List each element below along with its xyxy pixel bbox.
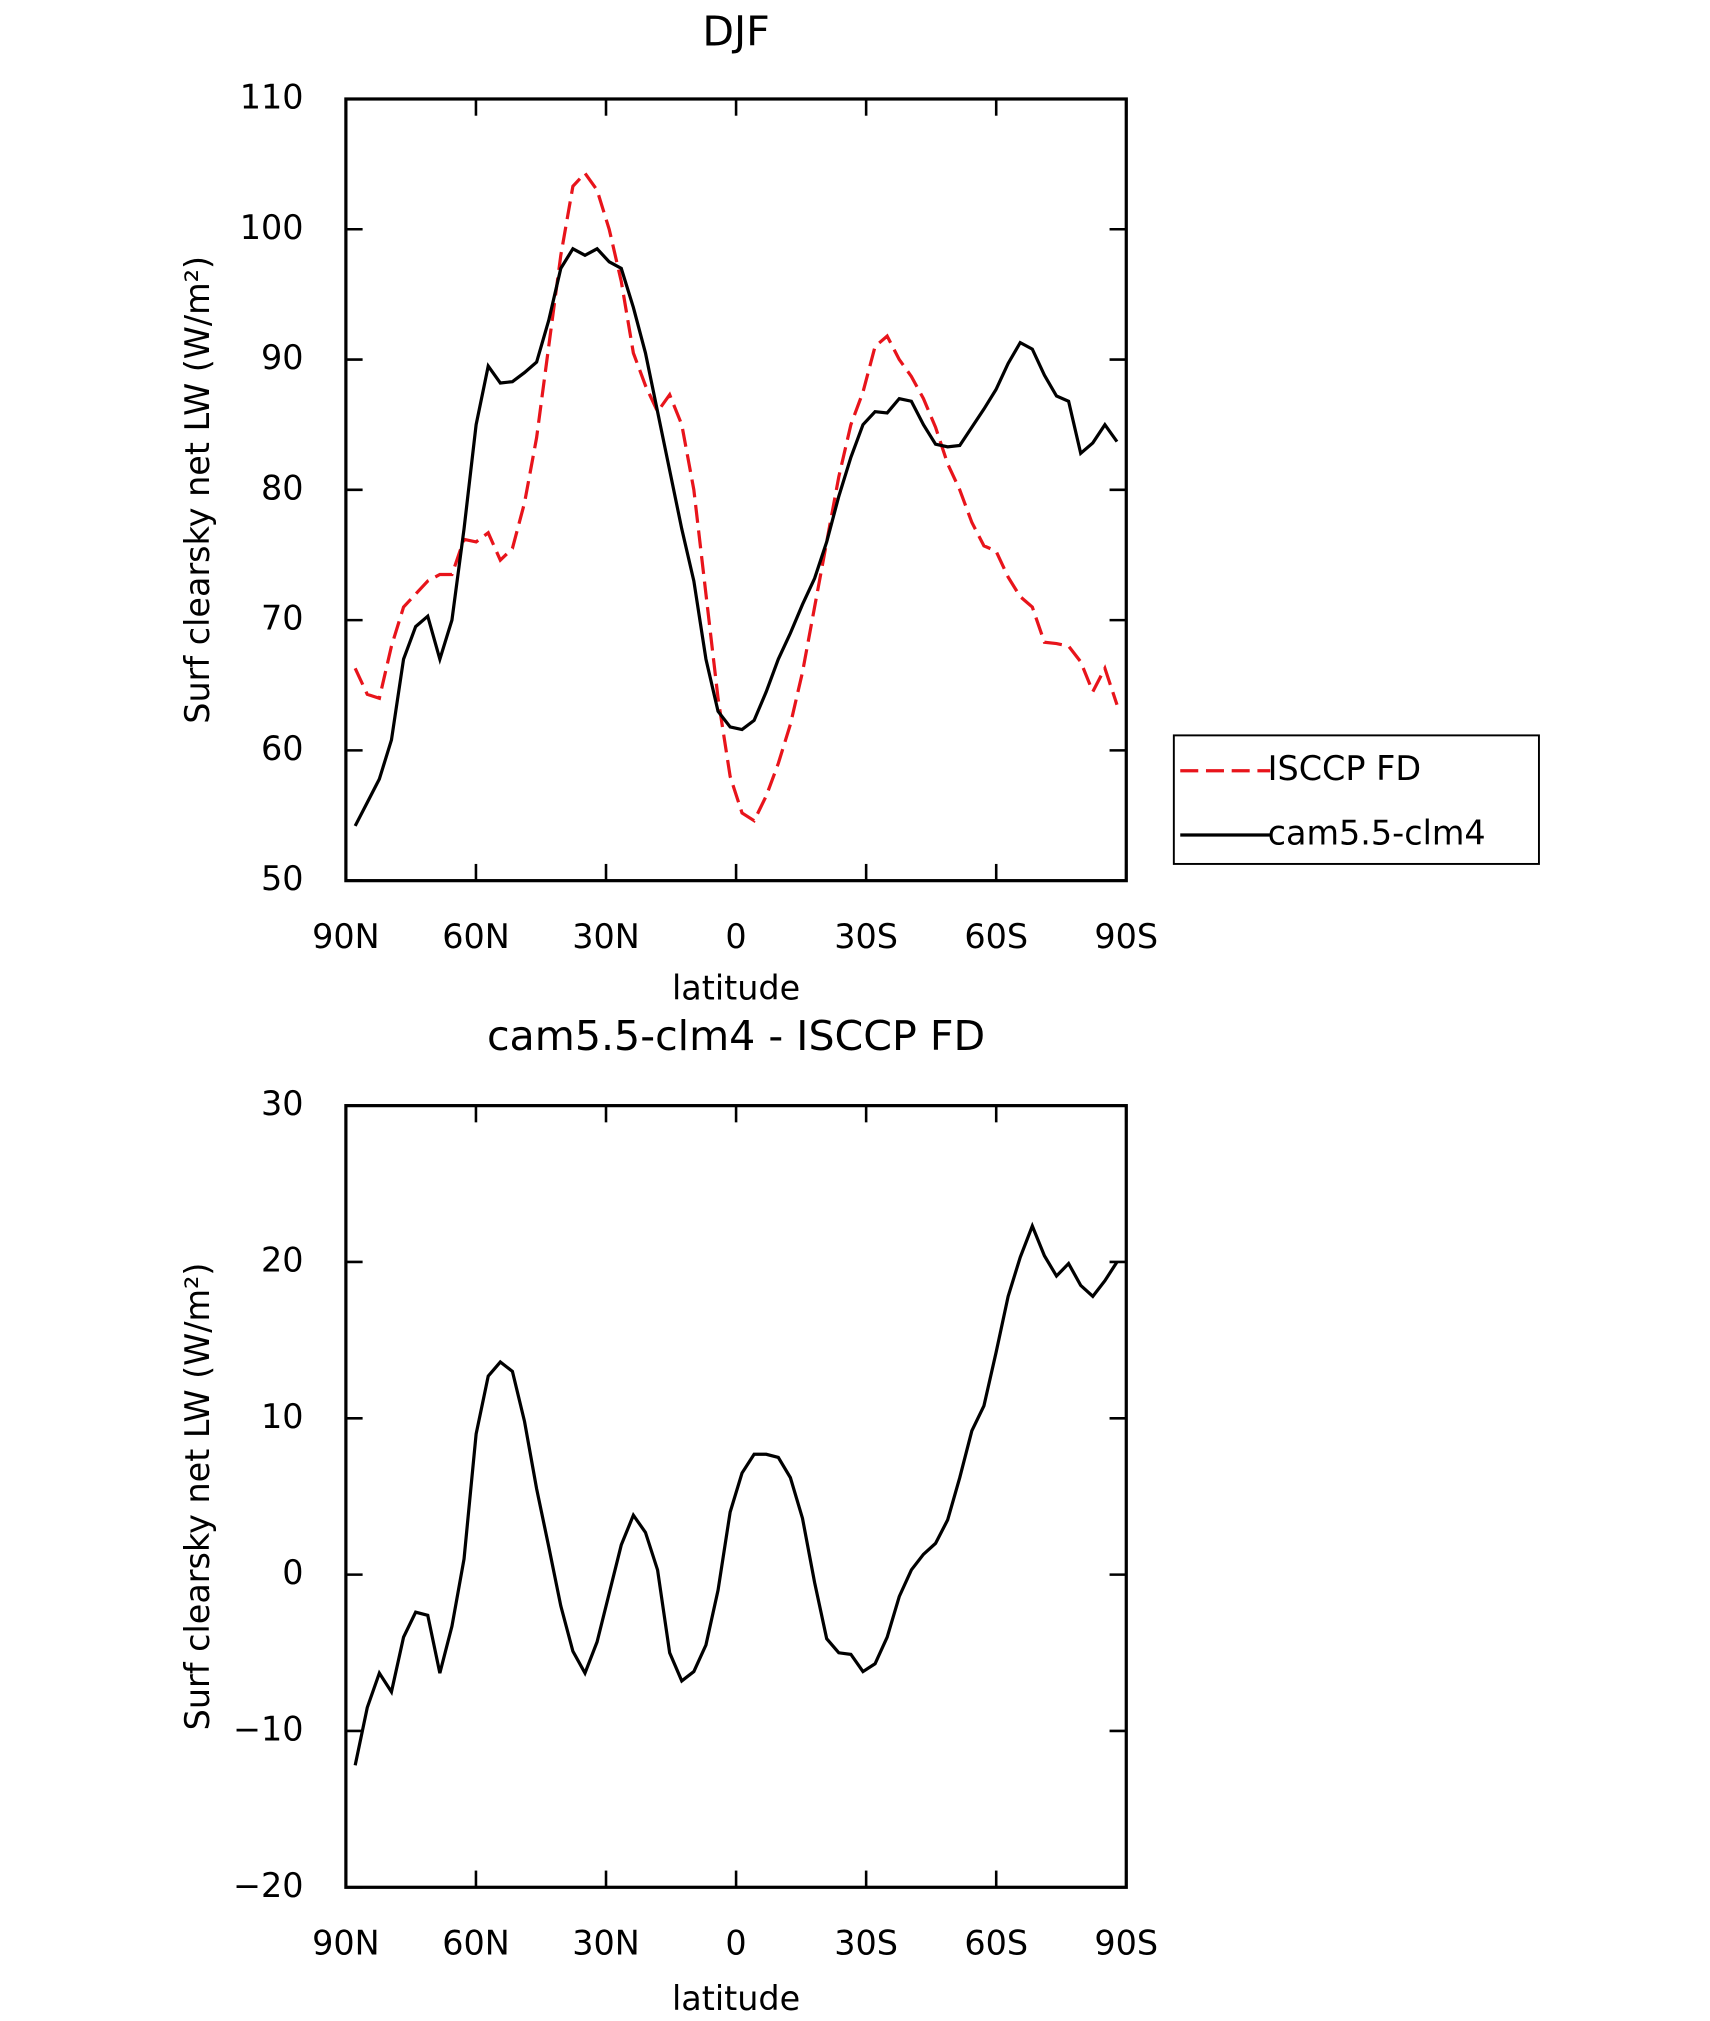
- y-axis-label: Surf clearsky net LW (W/m²): [178, 1263, 217, 1731]
- chart-title: DJF: [702, 8, 769, 56]
- x-tick-label: 60N: [442, 1924, 510, 1963]
- y-tick-label: −10: [233, 1709, 304, 1748]
- x-tick-label: 90S: [1094, 917, 1158, 956]
- x-tick-label: 60S: [964, 1924, 1028, 1963]
- x-tick-label: 0: [725, 1924, 746, 1963]
- legend-label: ISCCP FD: [1268, 749, 1421, 788]
- y-tick-label: 90: [261, 338, 304, 377]
- x-axis-label: latitude: [672, 968, 800, 1007]
- y-tick-label: −20: [233, 1866, 304, 1905]
- x-tick-label: 30S: [834, 1924, 898, 1963]
- y-tick-label: 30: [261, 1084, 304, 1123]
- plot-frame: [344, 1104, 1128, 1889]
- y-axis-label: Surf clearsky net LW (W/m²): [178, 256, 217, 724]
- data-line: [353, 1221, 1119, 1766]
- x-tick-label: 30N: [572, 1924, 640, 1963]
- y-tick-label: 20: [261, 1240, 304, 1279]
- y-tick-label: 110: [240, 77, 304, 116]
- y-tick-label: 60: [261, 729, 304, 768]
- x-tick-label: 60N: [442, 917, 510, 956]
- y-tick-label: 10: [261, 1397, 304, 1436]
- x-tick-label: 30S: [834, 917, 898, 956]
- y-tick-label: 80: [261, 468, 304, 507]
- y-tick-label: 50: [261, 859, 304, 898]
- x-axis-label: latitude: [672, 1979, 800, 2018]
- x-tick-label: 90S: [1094, 1924, 1158, 1963]
- legend-box: [1172, 734, 1540, 865]
- x-tick-label: 30N: [572, 917, 640, 956]
- plot-frame: [344, 97, 1128, 883]
- chart-title: cam5.5-clm4 - ISCCP FD: [487, 1012, 985, 1060]
- data-line: [353, 246, 1119, 827]
- legend-label: cam5.5-clm4: [1268, 814, 1486, 853]
- data-line: [353, 170, 1119, 824]
- y-tick-label: 100: [240, 208, 304, 247]
- y-tick-label: 0: [282, 1553, 303, 1592]
- x-tick-label: 90N: [312, 1924, 380, 1963]
- x-tick-label: 60S: [964, 917, 1028, 956]
- x-tick-label: 0: [725, 917, 746, 956]
- x-tick-label: 90N: [312, 917, 380, 956]
- y-tick-label: 70: [261, 599, 304, 638]
